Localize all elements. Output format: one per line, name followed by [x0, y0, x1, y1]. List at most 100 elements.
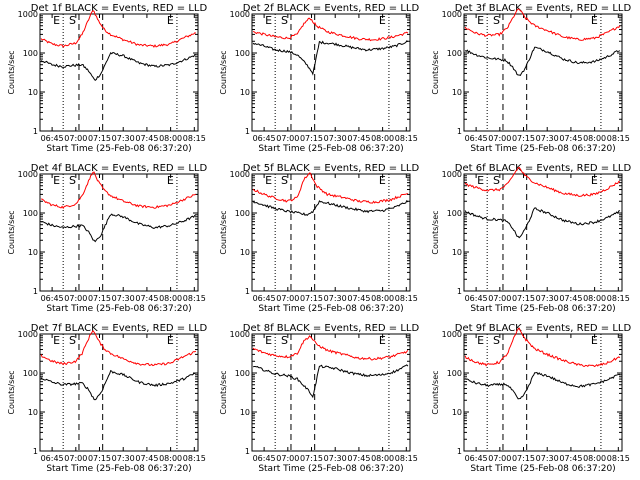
x-tick-label: 07:30: [324, 454, 347, 463]
x-tick-label: 08:15: [183, 294, 206, 303]
plot-frame: [463, 173, 623, 292]
marker-label: S: [281, 174, 288, 187]
x-tick-label: 07:45: [559, 294, 582, 303]
series-line-lld: [464, 8, 621, 41]
y-tick-label: 1000: [18, 170, 38, 179]
marker-label: E: [379, 14, 386, 27]
marker-label: S: [493, 334, 500, 347]
marker-label: S: [493, 14, 500, 27]
marker-label: E: [167, 334, 174, 347]
series-line-lld: [252, 172, 409, 204]
y-tick-label: 100: [23, 49, 38, 58]
x-tick-label: 07:00: [64, 454, 87, 463]
x-tick-label: 07:00: [488, 134, 511, 143]
chart-panel-4: Det 4f BLACK = Events, RED = LLD 1 10 100 10…: [7, 163, 207, 314]
x-tick-label: 07:45: [347, 454, 370, 463]
x-tick-label: 08:00: [583, 294, 606, 303]
x-tick-label: 07:30: [536, 294, 559, 303]
x-tick-label: 06:45: [41, 454, 64, 463]
x-tick-label: 07:00: [488, 294, 511, 303]
x-tick-label: 08:00: [371, 294, 394, 303]
x-tick-label: 08:15: [607, 134, 630, 143]
x-tick-label: 08:15: [607, 294, 630, 303]
y-tick-label: 100: [235, 49, 250, 58]
x-tick-label: 08:15: [395, 294, 418, 303]
x-tick-label: 07:00: [64, 294, 87, 303]
y-tick-label: 10: [28, 248, 38, 257]
y-axis-label: Counts/sec: [431, 50, 440, 94]
y-tick-label: 100: [447, 369, 462, 378]
x-tick-label: 07:00: [64, 134, 87, 143]
x-tick-label: 07:00: [488, 454, 511, 463]
marker-label: E: [265, 174, 272, 187]
chart-title: Det 5f BLACK = Events, RED = LLD: [243, 163, 420, 174]
marker-label: E: [591, 14, 598, 27]
marker-label: E: [379, 334, 386, 347]
marker-label: S: [281, 334, 288, 347]
series-line-lld: [464, 166, 621, 198]
y-tick-label: 1: [245, 127, 250, 136]
y-tick-label: 100: [235, 209, 250, 218]
marker-label: E: [53, 174, 60, 187]
x-tick-label: 07:15: [512, 134, 535, 143]
chart-panel-3: Det 3f BLACK = Events, RED = LLD 1 10 100 10…: [431, 3, 631, 154]
chart-title: Det 7f BLACK = Events, RED = LLD: [31, 323, 208, 334]
y-axis-label: Counts/sec: [219, 50, 228, 94]
x-tick-label: 07:15: [300, 134, 323, 143]
x-tick-label: 07:15: [88, 454, 111, 463]
plot-frame: [39, 13, 199, 132]
x-tick-label: 07:30: [112, 294, 135, 303]
y-axis-label: Counts/sec: [431, 210, 440, 254]
x-tick-label: 07:45: [559, 454, 582, 463]
chart-title: Det 8f BLACK = Events, RED = LLD: [243, 323, 420, 334]
marker-label: E: [265, 334, 272, 347]
chart-title: Det 2f BLACK = Events, RED = LLD: [243, 3, 420, 14]
chart-panel-2: Det 2f BLACK = Events, RED = LLD 1 10 100 10…: [219, 3, 419, 154]
x-tick-label: 07:30: [112, 134, 135, 143]
y-tick-label: 10: [28, 88, 38, 97]
y-tick-label: 1000: [18, 10, 38, 19]
x-tick-label: 07:15: [88, 134, 111, 143]
y-axis-label: Counts/sec: [7, 210, 16, 254]
x-tick-label: 08:15: [395, 134, 418, 143]
x-axis-label: Start Time (25-Feb-08 06:37:20): [470, 144, 615, 154]
x-tick-label: 07:00: [276, 454, 299, 463]
x-axis-label: Start Time (25-Feb-08 06:37:20): [46, 304, 191, 314]
y-tick-label: 1000: [442, 170, 462, 179]
chart-panel-5: Det 5f BLACK = Events, RED = LLD 1 10 100 10…: [219, 163, 419, 314]
marker-label: E: [477, 14, 484, 27]
x-axis-label: Start Time (25-Feb-08 06:37:20): [470, 304, 615, 314]
x-tick-label: 07:45: [347, 134, 370, 143]
chart-panel-1: Det 1f BLACK = Events, RED = LLD 1 10 100 10…: [7, 3, 207, 154]
series-line-events: [464, 46, 621, 77]
x-tick-label: 08:00: [583, 454, 606, 463]
y-tick-label: 100: [235, 369, 250, 378]
x-tick-label: 06:45: [253, 454, 276, 463]
series-line-events: [464, 371, 620, 400]
plot-frame: [251, 173, 411, 292]
series-line-lld: [252, 17, 409, 42]
x-tick-label: 07:30: [324, 134, 347, 143]
y-tick-label: 100: [23, 209, 38, 218]
x-axis-label: Start Time (25-Feb-08 06:37:20): [258, 464, 403, 474]
x-tick-label: 07:00: [276, 294, 299, 303]
marker-label: E: [477, 174, 484, 187]
x-tick-label: 08:00: [583, 134, 606, 143]
y-tick-label: 1: [457, 447, 462, 456]
x-tick-label: 07:30: [324, 294, 347, 303]
x-tick-label: 07:15: [88, 294, 111, 303]
y-tick-label: 1: [33, 127, 38, 136]
x-tick-label: 07:15: [512, 454, 535, 463]
x-tick-label: 06:45: [41, 134, 64, 143]
plot-frame: [251, 333, 411, 452]
marker-label: S: [493, 174, 500, 187]
y-tick-label: 1: [457, 287, 462, 296]
marker-label: E: [265, 14, 272, 27]
marker-label: E: [167, 14, 174, 27]
y-tick-label: 10: [452, 248, 462, 257]
y-tick-label: 1: [33, 447, 38, 456]
x-tick-label: 07:45: [135, 294, 158, 303]
chart-title: Det 9f BLACK = Events, RED = LLD: [455, 323, 632, 334]
x-tick-label: 08:00: [159, 134, 182, 143]
x-tick-label: 07:15: [512, 294, 535, 303]
